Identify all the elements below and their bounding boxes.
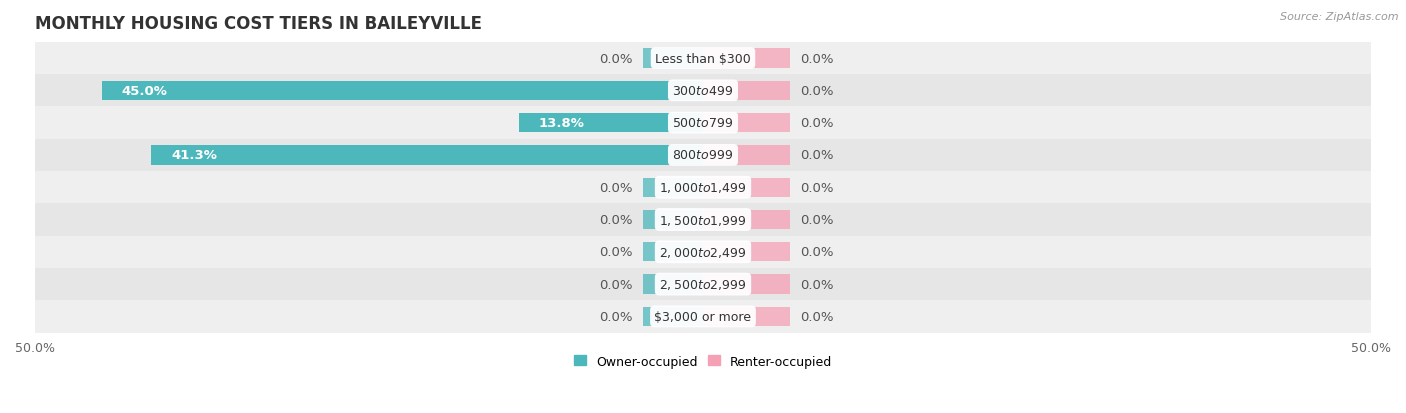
Text: $300 to $499: $300 to $499 bbox=[672, 85, 734, 97]
Text: $800 to $999: $800 to $999 bbox=[672, 149, 734, 162]
Text: $500 to $799: $500 to $799 bbox=[672, 117, 734, 130]
Text: 0.0%: 0.0% bbox=[599, 52, 633, 65]
Text: $2,000 to $2,499: $2,000 to $2,499 bbox=[659, 245, 747, 259]
Bar bbox=[703, 114, 790, 133]
Text: $1,500 to $1,999: $1,500 to $1,999 bbox=[659, 213, 747, 227]
Text: 41.3%: 41.3% bbox=[172, 149, 217, 162]
Bar bbox=[519, 114, 703, 133]
Text: Source: ZipAtlas.com: Source: ZipAtlas.com bbox=[1281, 12, 1399, 22]
Bar bbox=[152, 146, 703, 165]
Text: 0.0%: 0.0% bbox=[599, 214, 633, 226]
Bar bbox=[703, 81, 790, 101]
Bar bbox=[643, 307, 703, 326]
Bar bbox=[703, 178, 790, 197]
Bar bbox=[35, 268, 1371, 301]
Bar bbox=[35, 301, 1371, 333]
Text: 0.0%: 0.0% bbox=[800, 181, 834, 194]
Text: 0.0%: 0.0% bbox=[800, 149, 834, 162]
Text: 0.0%: 0.0% bbox=[800, 310, 834, 323]
Bar bbox=[703, 307, 790, 326]
Text: 13.8%: 13.8% bbox=[538, 117, 585, 130]
Text: 0.0%: 0.0% bbox=[800, 246, 834, 259]
Bar bbox=[101, 81, 703, 101]
Bar bbox=[35, 140, 1371, 172]
Legend: Owner-occupied, Renter-occupied: Owner-occupied, Renter-occupied bbox=[568, 350, 838, 373]
Bar bbox=[35, 43, 1371, 75]
Text: 0.0%: 0.0% bbox=[599, 310, 633, 323]
Bar bbox=[703, 275, 790, 294]
Text: 0.0%: 0.0% bbox=[800, 278, 834, 291]
Bar bbox=[35, 107, 1371, 140]
Text: 0.0%: 0.0% bbox=[800, 52, 834, 65]
Text: Less than $300: Less than $300 bbox=[655, 52, 751, 65]
Bar bbox=[643, 178, 703, 197]
Bar bbox=[35, 236, 1371, 268]
Bar bbox=[643, 242, 703, 262]
Bar bbox=[643, 49, 703, 69]
Bar bbox=[35, 172, 1371, 204]
Text: 0.0%: 0.0% bbox=[599, 278, 633, 291]
Text: $1,000 to $1,499: $1,000 to $1,499 bbox=[659, 181, 747, 195]
Text: 0.0%: 0.0% bbox=[599, 246, 633, 259]
Bar bbox=[703, 210, 790, 230]
Text: 0.0%: 0.0% bbox=[800, 214, 834, 226]
Bar bbox=[703, 49, 790, 69]
Bar bbox=[643, 275, 703, 294]
Text: 0.0%: 0.0% bbox=[800, 117, 834, 130]
Text: $3,000 or more: $3,000 or more bbox=[655, 310, 751, 323]
Bar bbox=[703, 242, 790, 262]
Bar bbox=[703, 146, 790, 165]
Bar bbox=[35, 75, 1371, 107]
Text: $2,500 to $2,999: $2,500 to $2,999 bbox=[659, 278, 747, 292]
Text: 0.0%: 0.0% bbox=[800, 85, 834, 97]
Bar bbox=[35, 204, 1371, 236]
Text: 45.0%: 45.0% bbox=[122, 85, 167, 97]
Bar bbox=[643, 210, 703, 230]
Text: 0.0%: 0.0% bbox=[599, 181, 633, 194]
Text: MONTHLY HOUSING COST TIERS IN BAILEYVILLE: MONTHLY HOUSING COST TIERS IN BAILEYVILL… bbox=[35, 15, 482, 33]
